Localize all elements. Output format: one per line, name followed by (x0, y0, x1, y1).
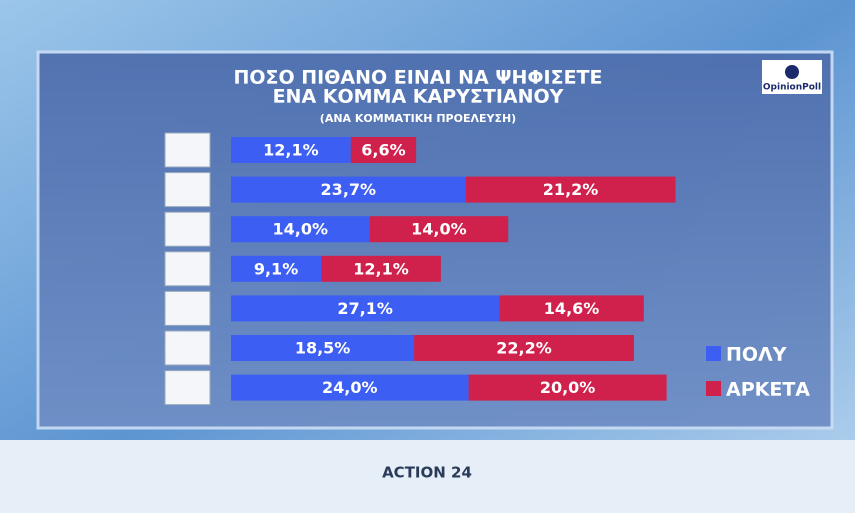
bar-segment (369, 216, 509, 243)
bar-segment (231, 255, 322, 282)
party-logo (164, 370, 211, 406)
bar-segment (321, 255, 441, 282)
value-label: 21,2% (543, 180, 599, 199)
party-logo (164, 330, 211, 366)
pollster-name: OpinionPoll (763, 83, 821, 93)
bar-segment (231, 295, 500, 322)
value-label: 12,1% (263, 141, 319, 160)
value-label: 24,0% (322, 378, 378, 397)
legend-swatch (706, 346, 721, 361)
value-label: 27,1% (337, 299, 393, 318)
value-label: 20,0% (540, 378, 596, 397)
party-logo (164, 132, 211, 168)
chart-subtitle: (ΑΝΑ ΚΟΜΜΑΤΙΚΗ ΠΡΟΕΛΕΥΣΗ) (320, 112, 516, 125)
pollster-logo-mark (785, 65, 799, 79)
bar-segment (468, 374, 667, 401)
value-label: 22,2% (496, 339, 552, 358)
footer (0, 440, 855, 513)
value-label: 14,0% (411, 220, 467, 239)
value-label: 14,0% (273, 220, 329, 239)
party-logo (164, 172, 211, 208)
legend-label: ΑΡΚΕΤΑ (726, 379, 810, 401)
value-label: 23,7% (321, 180, 377, 199)
bar-segment (231, 176, 466, 203)
bar-segment (350, 137, 417, 163)
party-logo (164, 211, 211, 247)
bar-segment (465, 176, 676, 203)
bar-segment (231, 335, 415, 361)
bar-segment (231, 137, 351, 163)
value-label: 12,1% (353, 259, 409, 278)
bar-segment (414, 335, 634, 361)
party-logo (164, 290, 211, 326)
bar-segment (231, 374, 469, 401)
legend-label: ΠΟΛΥ (726, 344, 787, 366)
chart-title: ΕΝΑ ΚΟΜΜΑ ΚΑΡΥΣΤΙΑΝΟΥ (273, 86, 564, 108)
bar-segment (231, 216, 370, 243)
legend-swatch (706, 381, 721, 396)
bar-segment (499, 295, 644, 322)
channel-logo: ACTION 24 (382, 464, 472, 482)
chart-title: ΠΟΣΟ ΠΙΘΑΝΟ ΕΙΝΑΙ ΝΑ ΨΗΦΙΣΕΤΕ (233, 67, 602, 89)
value-label: 14,6% (544, 299, 600, 318)
value-label: 9,1% (254, 259, 298, 278)
value-label: 18,5% (295, 339, 351, 358)
party-logo (164, 251, 211, 287)
value-label: 6,6% (361, 141, 405, 160)
